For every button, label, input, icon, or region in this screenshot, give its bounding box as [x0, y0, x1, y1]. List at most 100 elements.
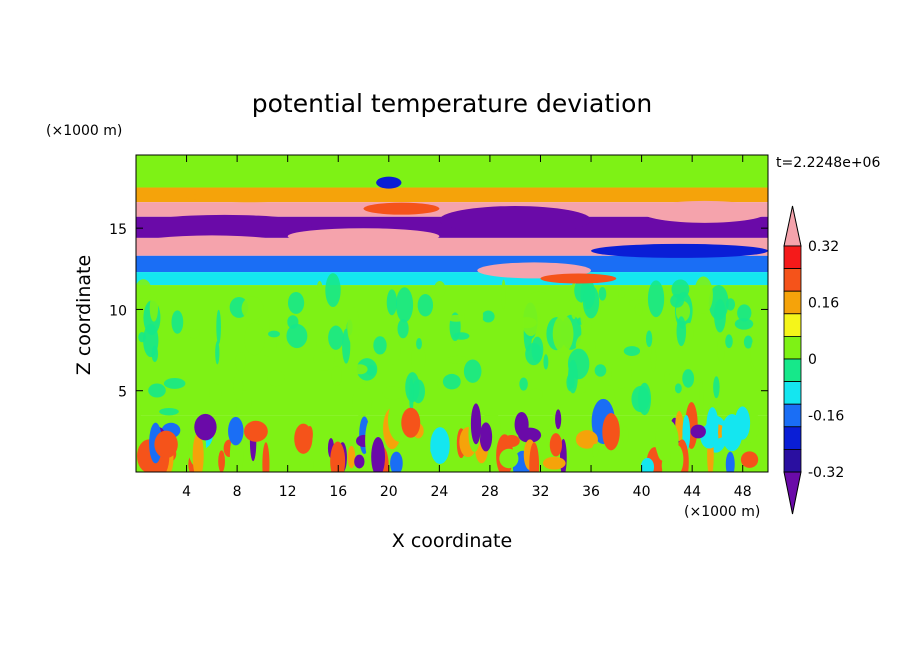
- cell: [354, 454, 365, 469]
- mottle: [386, 289, 398, 316]
- mottle: [670, 294, 685, 308]
- x-tick-label: 8: [233, 484, 242, 500]
- cell: [725, 451, 735, 472]
- colorbar-box: [783, 448, 802, 473]
- mottle: [159, 407, 179, 416]
- contour-field: [136, 155, 768, 472]
- mottle: [659, 391, 675, 412]
- mottle: [617, 290, 626, 298]
- mottle: [328, 325, 344, 350]
- mottle: [313, 346, 335, 371]
- streak: [376, 176, 402, 189]
- x-tick-label: 20: [380, 484, 398, 500]
- colorbar-box: [783, 245, 802, 270]
- mottle: [447, 355, 468, 364]
- mottle: [464, 301, 484, 330]
- x-tick-label: 32: [532, 484, 550, 500]
- x-units-label: (×1000 m): [684, 504, 760, 520]
- x-tick-label: 12: [279, 484, 297, 500]
- cell: [371, 437, 386, 472]
- y-axis-label: Z coordinate: [73, 255, 95, 375]
- cell: [514, 411, 529, 438]
- mottle: [750, 336, 765, 370]
- colorbar-box: [783, 313, 802, 337]
- mottle: [316, 281, 323, 297]
- streak: [136, 235, 288, 254]
- mottle: [734, 318, 754, 330]
- mottle: [611, 356, 632, 389]
- mottle: [287, 291, 305, 314]
- cell: [592, 443, 599, 458]
- mottle: [286, 323, 308, 349]
- mottle: [442, 373, 461, 390]
- x-tick-label: 16: [329, 484, 347, 500]
- cell: [621, 426, 629, 444]
- mottle: [453, 332, 470, 340]
- mottle: [342, 328, 351, 364]
- x-tick-label: 48: [734, 484, 752, 500]
- mottle: [737, 304, 752, 322]
- x-tick-label: 4: [182, 484, 191, 500]
- cell: [470, 403, 482, 445]
- mottle: [528, 291, 549, 304]
- streak: [540, 273, 617, 284]
- cell: [228, 416, 244, 446]
- mottle: [352, 387, 373, 417]
- plot-frame: [135, 154, 769, 473]
- colorbar-box: [783, 335, 802, 360]
- mottle: [331, 366, 342, 386]
- cell: [479, 422, 493, 452]
- mottle: [683, 322, 694, 342]
- mottle: [481, 310, 495, 323]
- y-tick-label: 10: [109, 303, 127, 319]
- mottle: [638, 382, 652, 416]
- cell: [555, 409, 562, 430]
- x-axis-ticks: 4 8 12 16 20 24 28 32 36 40 44 48: [182, 155, 752, 500]
- cell: [575, 430, 598, 449]
- colorbar-label: -0.32: [808, 465, 844, 481]
- colorbar-label: 0.16: [808, 296, 839, 312]
- cell: [330, 441, 346, 472]
- contour-detail: [136, 176, 768, 472]
- mottle: [528, 388, 543, 400]
- mottle: [693, 276, 713, 314]
- x-tick-label: 28: [481, 484, 499, 500]
- x-tick-label: 44: [683, 484, 701, 500]
- colorbar-min-triangle: [783, 471, 802, 515]
- cell: [194, 413, 217, 441]
- band-lower-blue: [136, 255, 768, 273]
- mottle: [682, 369, 695, 388]
- cell: [430, 443, 446, 457]
- mottle: [163, 377, 186, 389]
- streak: [439, 206, 592, 235]
- mottle: [282, 314, 288, 346]
- mottle: [215, 341, 220, 365]
- colorbar-box: [783, 268, 802, 292]
- mottle: [594, 364, 607, 377]
- streak: [136, 214, 313, 235]
- mottle: [241, 296, 264, 320]
- mottle: [171, 310, 184, 334]
- mottle: [623, 346, 641, 356]
- cell: [549, 433, 563, 457]
- mottle: [136, 279, 152, 299]
- mottle: [244, 322, 265, 356]
- mottle: [149, 294, 159, 322]
- cell: [602, 413, 620, 451]
- mottle: [396, 287, 414, 323]
- colorbar-label: 0.32: [808, 239, 839, 255]
- time-label: t=2.2248e+06: [776, 155, 880, 171]
- cell: [262, 442, 270, 472]
- band-upper-green: [136, 155, 768, 188]
- colorbar-box: [783, 381, 802, 405]
- mottle: [726, 298, 736, 311]
- streak: [591, 243, 768, 258]
- streak: [287, 228, 440, 245]
- x-tick-label: 36: [582, 484, 600, 500]
- mottle: [216, 309, 221, 344]
- x-tick-label: 40: [633, 484, 651, 500]
- mottle: [663, 371, 671, 385]
- streak: [186, 192, 313, 203]
- mottle: [148, 383, 166, 398]
